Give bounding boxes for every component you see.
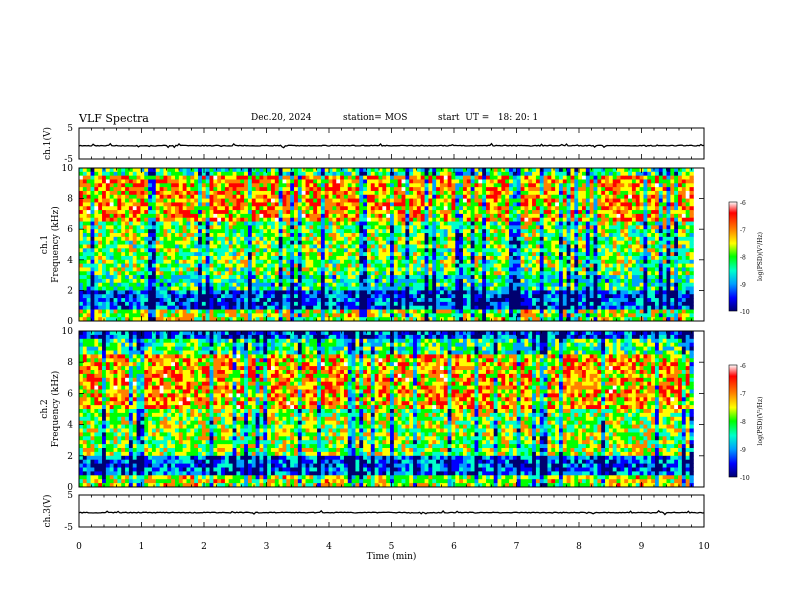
ch1-spec-y-tick-label: 8 [67,195,73,205]
ch1-spec-y-tick-label: 0 [67,317,73,327]
station-label: station= MOS [343,113,408,123]
x-tick-label: 4 [326,542,332,552]
ch3-wave-y-tick-label: -5 [64,523,73,533]
x-tick-label: 10 [698,542,710,552]
ch3-waveform-trace [78,509,705,516]
x-tick-label: 8 [576,542,582,552]
ch2-spec-y-tick-label: 2 [67,452,73,462]
ch1-colorbar [728,201,738,312]
ch1-spec-y-tick-label: 2 [67,286,73,296]
x-tick-label: 9 [639,542,645,552]
ch2-colorbar-tick-label: -9 [740,447,746,454]
x-tick-label: 0 [76,542,82,552]
ch1-waveform-trace [78,142,704,149]
ch1-frequency-ylabel: Frequency (kHz) [50,206,61,283]
ch2-spec-y-tick-label: 8 [67,358,73,368]
ch1-waveform-ylabel: ch.1(V) [42,127,53,160]
date-label: Dec.20, 2024 [251,113,312,123]
ch1-spec-y-tick-label: 10 [62,164,74,174]
ch2-spec-y-tick-label: 0 [67,483,73,493]
spectrogram-ch1 [79,168,694,322]
ch2-colorbar-tick-label: -6 [740,363,746,370]
x-tick-label: 5 [389,542,395,552]
ch1-colorbar-tick-label: -8 [740,255,746,262]
figure-title: VLF Spectra [79,112,149,125]
ch1-colorbar-tick-label: -7 [740,227,746,234]
ch3-waveform-ylabel: ch.3(V) [42,495,53,528]
ch1-colorbar-label: log(PSD)(V²/Hz) [757,232,764,281]
ch2-colorbar [728,364,738,478]
x-tick-label: 2 [201,542,207,552]
ch2-colorbar-tick-label: -10 [740,475,750,482]
x-tick-label: 7 [514,542,520,552]
ch1-wave-y-tick-label: 5 [67,124,73,134]
x-tick-label: 1 [139,542,145,552]
spectrogram-ch2 [79,331,694,488]
ch2-spec-y-tick-label: 6 [67,389,73,399]
ch1-colorbar-tick-label: -10 [740,309,750,316]
start-time-label: start UT = 18: 20: 1 [438,113,539,123]
ch1-colorbar-tick-label: -6 [740,200,746,207]
x-axis-label: Time (min) [367,551,417,562]
ch1-spec-y-tick-label: 6 [67,225,73,235]
ch3-wave-y-tick-label: 5 [67,491,73,501]
x-tick-label: 6 [451,542,457,552]
ch2-frequency-ylabel: Frequency (kHz) [50,371,61,448]
ch1-wave-y-tick-label: -5 [64,155,73,165]
ch2-colorbar-tick-label: -7 [740,391,746,398]
ch2-colorbar-tick-label: -8 [740,419,746,426]
ch1-spectrogram-ylabel: ch.1 [40,235,50,254]
ch1-colorbar-tick-label: -9 [740,282,746,289]
ch2-spectrogram-ylabel: ch.2 [40,399,50,418]
x-tick-label: 3 [264,542,270,552]
ch1-spec-y-tick-label: 4 [67,256,73,266]
ch2-spec-y-tick-label: 4 [67,421,73,431]
ch2-spec-y-tick-label: 10 [62,327,74,337]
ch2-colorbar-label: log(PSD)(V²/Hz) [757,397,764,446]
